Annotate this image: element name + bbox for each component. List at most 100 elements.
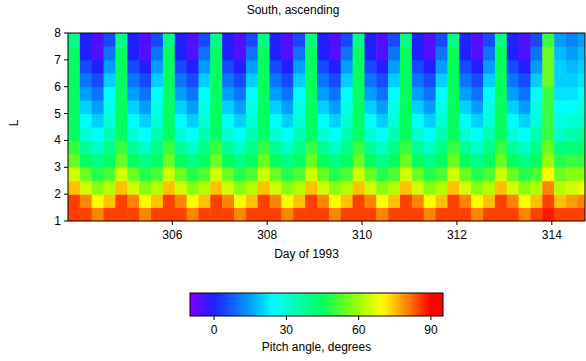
cell [400,87,412,101]
cell [519,154,531,168]
cell [329,208,341,221]
cell [92,100,104,114]
color-tick-label: 0 [211,323,218,337]
cell [566,100,578,114]
cell [246,60,258,74]
cell [329,100,341,114]
cell [92,87,104,101]
cell [293,73,305,87]
cell [210,167,222,181]
cell [578,33,585,47]
cell [459,87,471,101]
cell [163,140,175,154]
cell [459,194,471,208]
cell [412,100,424,114]
cell [388,127,400,141]
cell [163,181,175,195]
cell [412,194,424,208]
cell [471,181,483,195]
cell [222,100,234,114]
cell [364,167,376,181]
cell [104,208,116,221]
plot-frame [68,33,585,221]
cell [234,73,246,87]
cell [151,208,163,221]
cell [471,114,483,128]
cell [447,181,459,195]
cell [483,208,495,221]
cell [542,100,554,114]
cell [424,87,436,101]
cell [412,73,424,87]
cell [436,46,448,60]
cell [542,60,554,74]
cell [80,208,92,221]
cell [210,154,222,168]
cell [554,181,566,195]
cell [364,87,376,101]
y-tick-label: 5 [54,107,61,121]
cell [222,46,234,60]
cell [92,208,104,221]
cell [459,181,471,195]
cell [104,140,116,154]
cell [412,127,424,141]
cell [163,46,175,60]
cell [115,181,127,195]
cell [139,208,151,221]
cell [151,73,163,87]
cell [210,140,222,154]
cell [376,167,388,181]
cell [519,87,531,101]
cell [507,154,519,168]
cell [127,140,139,154]
cell [246,208,258,221]
y-tick [64,167,68,168]
cell [388,33,400,47]
cell [530,194,542,208]
cell [68,167,80,181]
cell [471,33,483,47]
cell [198,194,210,208]
cell [151,60,163,74]
cell [566,208,578,221]
cell [317,127,329,141]
cell [507,60,519,74]
cell [341,167,353,181]
cell [578,194,585,208]
cell [447,60,459,74]
cell [459,46,471,60]
cell [483,100,495,114]
cell [151,100,163,114]
cell [127,181,139,195]
cell [530,60,542,74]
cell [436,60,448,74]
cell [246,73,258,87]
cell [542,87,554,101]
cell [495,154,507,168]
cell [163,154,175,168]
cell [305,73,317,87]
cell [530,46,542,60]
cell [270,46,282,60]
cell [341,100,353,114]
cell [566,87,578,101]
cell [317,140,329,154]
cell [507,46,519,60]
cell [554,140,566,154]
cell [175,100,187,114]
cell [115,33,127,47]
cell [424,33,436,47]
cell [530,140,542,154]
cell [293,33,305,47]
cell [317,100,329,114]
cell [187,73,199,87]
cell [566,60,578,74]
cell [293,127,305,141]
cell [317,194,329,208]
cell [246,114,258,128]
cell [459,73,471,87]
cell [127,33,139,47]
cell [554,127,566,141]
cell [175,154,187,168]
